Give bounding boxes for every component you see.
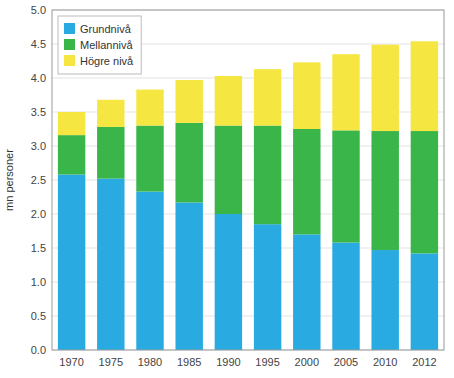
bar-segment <box>332 54 359 130</box>
chart: 0.0 0.5 1.0 1.5 2.0 2.5 3.0 3.5 4.0 4.5 5.0 1970 197… <box>0 0 454 378</box>
bar-segment <box>411 253 438 350</box>
grid <box>52 10 444 350</box>
legend-label: Grundnivå <box>80 23 132 35</box>
bar-segment <box>371 131 398 250</box>
plot-frame <box>52 10 444 350</box>
y-axis-label: mn personer <box>3 149 15 211</box>
bars <box>58 41 438 350</box>
legend-label: Högre nivå <box>80 55 134 67</box>
legend-label: Mellannivå <box>80 39 133 51</box>
bar-segment <box>97 127 124 179</box>
legend-swatch <box>64 23 75 34</box>
y-tick-label: 1.0 <box>31 276 46 288</box>
y-tick-label: 2.0 <box>31 208 46 220</box>
bar-segment <box>97 100 124 127</box>
bar-segment <box>254 69 281 125</box>
bar-segment <box>58 112 85 135</box>
bar-segment <box>254 224 281 350</box>
legend: Grundnivå Mellannivå Högre nivå <box>58 16 141 74</box>
y-tick-label: 0.0 <box>31 344 46 356</box>
bar-segment <box>136 192 163 350</box>
bar-segment <box>215 126 242 214</box>
legend-swatch <box>64 39 75 50</box>
bar-segment <box>411 41 438 131</box>
y-tick-label: 4.0 <box>31 72 46 84</box>
y-tick-label: 3.0 <box>31 140 46 152</box>
x-tick-label: 2010 <box>373 356 397 368</box>
x-tick-label: 2005 <box>334 356 358 368</box>
bar-segment <box>332 243 359 350</box>
bar-segment <box>136 126 163 192</box>
x-tick-label: 1975 <box>99 356 123 368</box>
bar-segment <box>293 129 320 234</box>
bar-segment <box>371 45 398 131</box>
bar-segment <box>175 123 202 203</box>
bar-segment <box>411 131 438 253</box>
bar-segment <box>175 202 202 350</box>
legend-box <box>58 16 141 74</box>
x-tick-label: 1970 <box>59 356 83 368</box>
x-tick-label: 1995 <box>255 356 279 368</box>
y-tick-label: 5.0 <box>31 4 46 16</box>
bar-segment <box>58 135 85 174</box>
bar-segment <box>293 62 320 129</box>
x-tick-label: 2012 <box>412 356 436 368</box>
x-tick-label: 1990 <box>216 356 240 368</box>
bar-segment <box>97 179 124 350</box>
y-tick-label: 0.5 <box>31 310 46 322</box>
y-tick-label: 4.5 <box>31 38 46 50</box>
bar-segment <box>254 126 281 225</box>
bar-segment <box>293 234 320 350</box>
x-tick-label: 2000 <box>295 356 319 368</box>
bar-segment <box>215 214 242 350</box>
bar-segment <box>175 80 202 123</box>
bar-segment <box>332 130 359 242</box>
y-tick-label: 1.5 <box>31 242 46 254</box>
legend-swatch <box>64 55 75 66</box>
x-tick-label: 1985 <box>177 356 201 368</box>
bar-segment <box>136 90 163 126</box>
bar-segment <box>215 76 242 126</box>
y-tick-label: 3.5 <box>31 106 46 118</box>
bar-segment <box>58 175 85 350</box>
bar-segment <box>371 250 398 350</box>
x-tick-label: 1980 <box>138 356 162 368</box>
y-tick-label: 2.5 <box>31 174 46 186</box>
